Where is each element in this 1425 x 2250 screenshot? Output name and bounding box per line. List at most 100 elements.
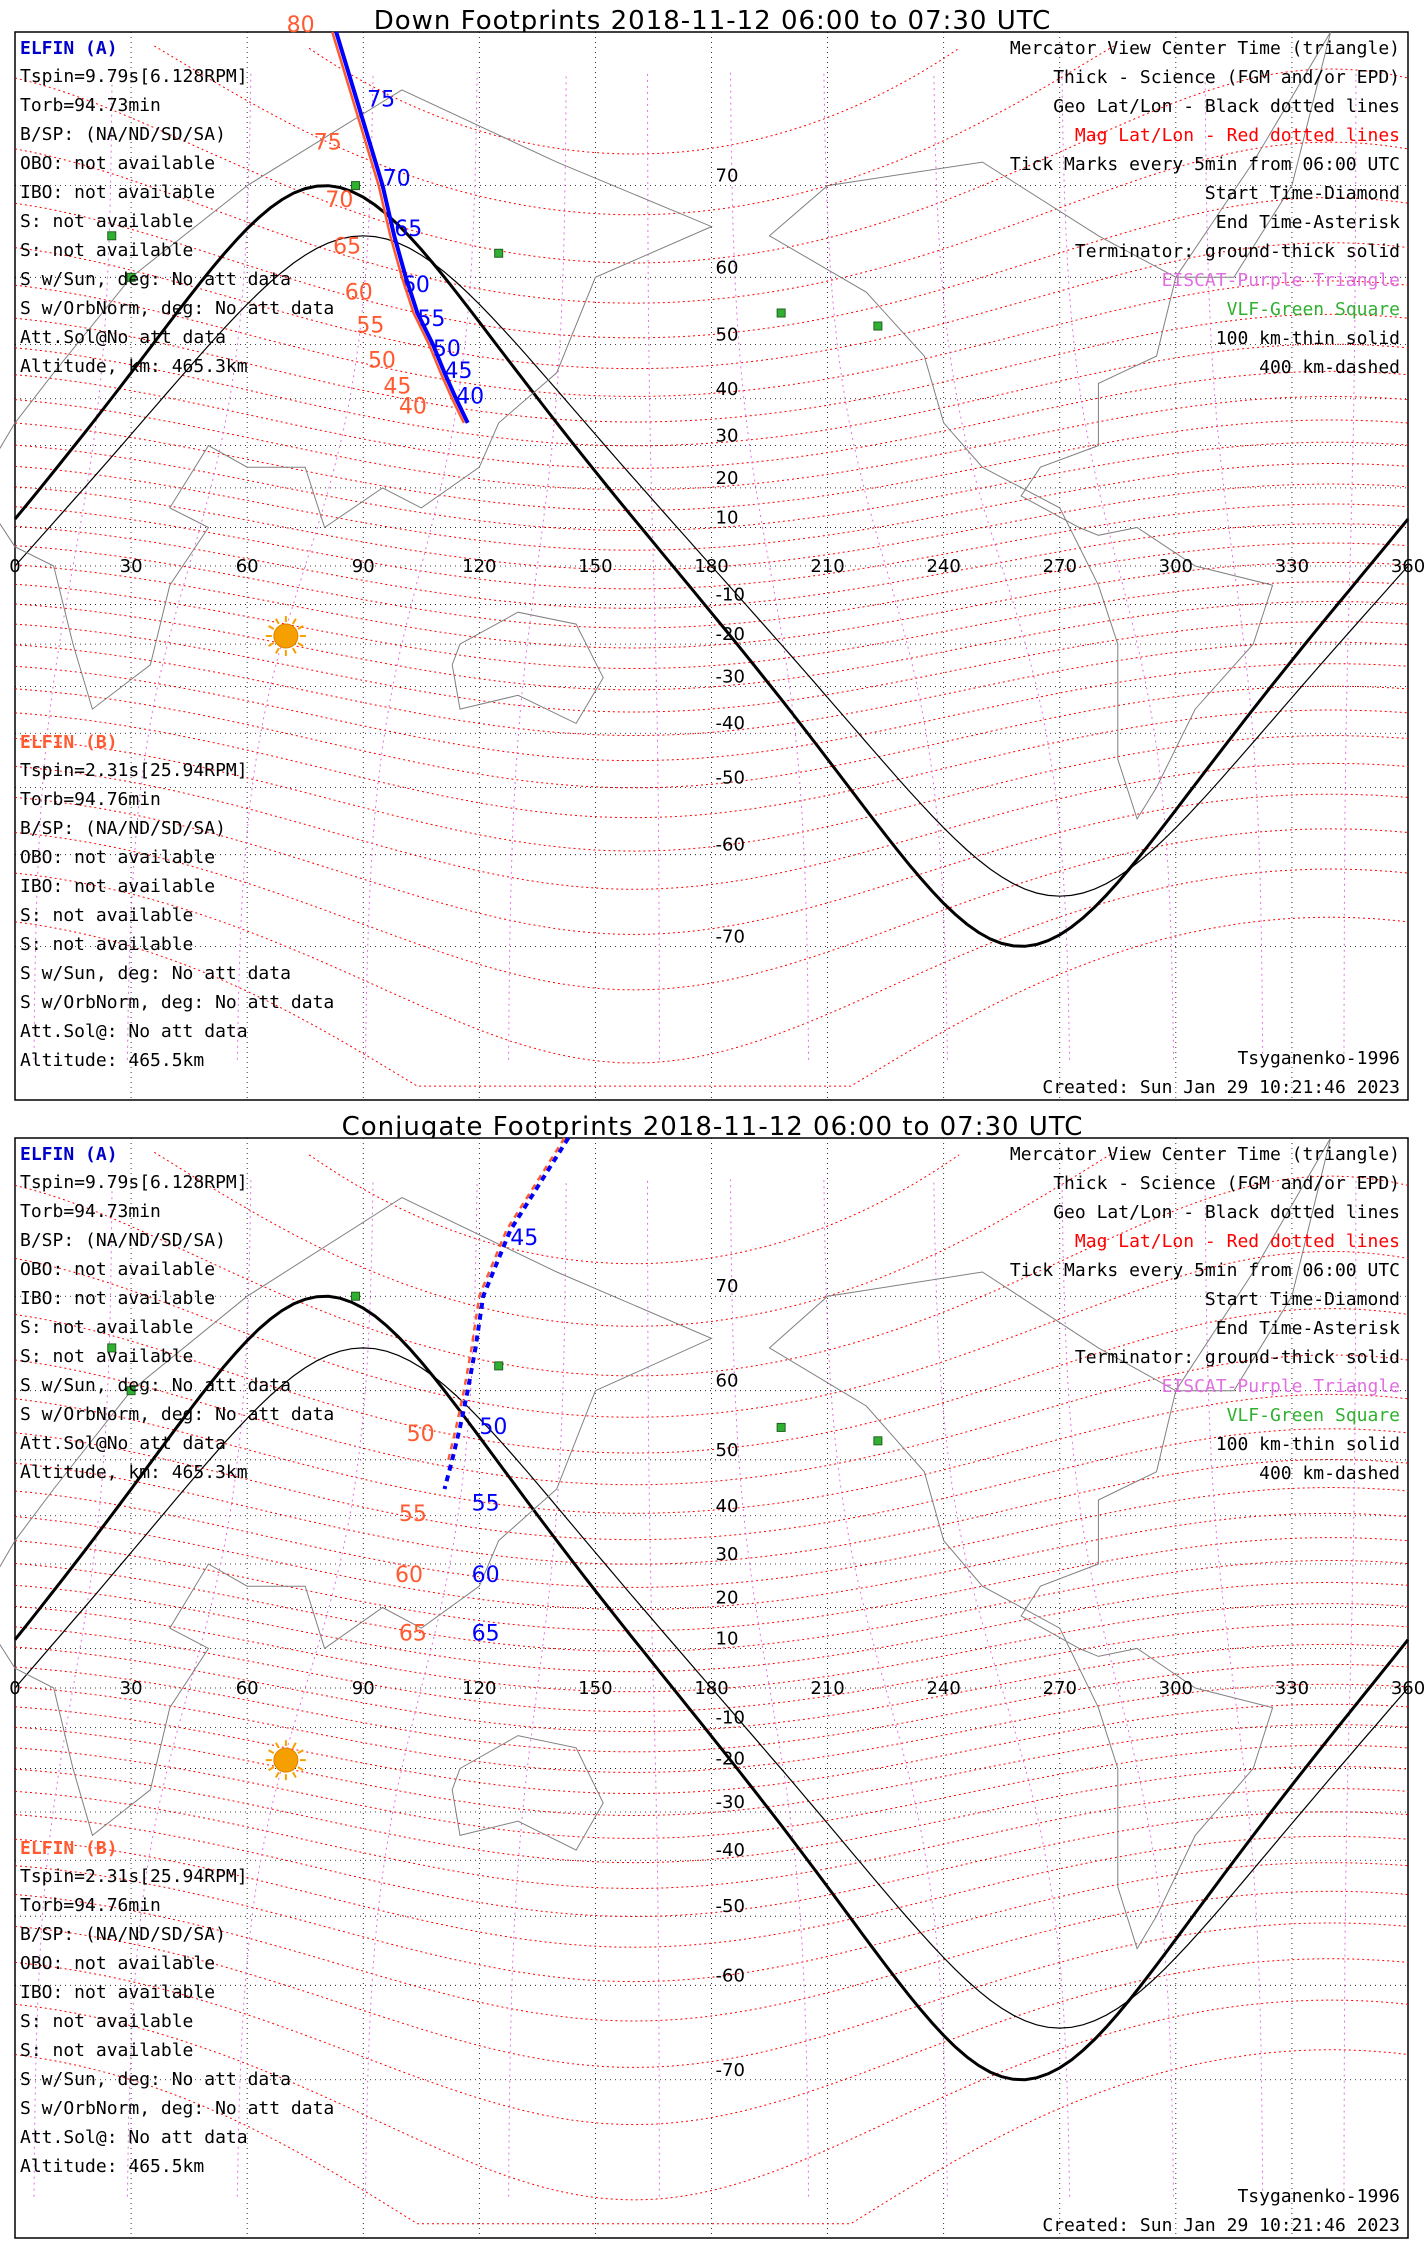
created-timestamp: Created: Sun Jan 29 10:21:46 2023 <box>1042 1077 1400 1098</box>
mag-latitude-line <box>14 762 1409 890</box>
legend-entry: 400 km-dashed <box>1259 1463 1400 1484</box>
time-tick-label: 65 <box>472 1621 500 1646</box>
mag-latitude-line <box>14 395 1409 491</box>
legend-entry: Mag Lat/Lon - Red dotted lines <box>1075 125 1400 146</box>
elfin-b-note-line: B/SP: (NA/ND/SD/SA) <box>20 818 226 839</box>
lon-tick-label: 330 <box>1275 556 1309 577</box>
lat-tick-label: -20 <box>716 1748 745 1769</box>
legend-entry: 100 km-thin solid <box>1216 1434 1400 1455</box>
elfin-a-note-line: IBO: not available <box>20 182 215 203</box>
time-tick-label: 40 <box>399 394 427 419</box>
lat-tick-label: -30 <box>716 666 745 687</box>
series-line-elfin-b <box>331 31 466 424</box>
lon-tick-label: 360 <box>1391 1678 1425 1699</box>
lon-tick-label: 240 <box>926 556 960 577</box>
lat-tick-label: 10 <box>716 1628 739 1649</box>
elfin-a-note-line: IBO: not available <box>20 1288 215 1309</box>
model-label: Tsyganenko-1996 <box>1237 2186 1400 2207</box>
mag-latitude-line <box>14 1458 1409 1565</box>
lon-tick-label: 360 <box>1391 556 1425 577</box>
elfin-a-heading: ELFIN (A) <box>20 38 118 59</box>
sun-ray <box>297 625 304 630</box>
elfin-a-note-line: Att.Sol@No att data <box>20 1433 226 1454</box>
vlf-station-square <box>107 1343 117 1353</box>
mag-meridian-line <box>823 72 948 1060</box>
mag-latitude-line <box>308 47 960 155</box>
mag-latitude-line <box>14 735 1409 852</box>
legend-entry: Mag Lat/Lon - Red dotted lines <box>1075 1231 1400 1252</box>
series-line-elfin-a <box>334 31 470 424</box>
elfin-b-heading: ELFIN (B) <box>20 732 118 753</box>
sun-ray <box>274 618 280 625</box>
coastline <box>451 611 604 725</box>
mag-latitude-line <box>14 1788 1409 1890</box>
sun-ray <box>297 642 304 647</box>
lat-tick-label: -60 <box>716 1965 745 1986</box>
lat-tick-label: -50 <box>716 1896 745 1917</box>
lon-tick-label: 240 <box>926 1678 960 1699</box>
mag-meridian-line <box>33 72 113 1060</box>
lon-tick-label: 180 <box>694 556 728 577</box>
conjugate-footprints-title: Conjugate Footprints 2018-11-12 06:00 to… <box>341 1112 1084 1142</box>
lat-tick-label: 50 <box>716 1440 739 1461</box>
lat-tick-label: 60 <box>716 257 739 278</box>
lat-tick-label: -70 <box>716 926 745 947</box>
mag-latitude-line <box>308 1154 960 1265</box>
time-tick-label: 45 <box>383 375 411 400</box>
time-tick-label: 60 <box>472 1563 500 1588</box>
legend-entry: Thick - Science (FGM and/or EPD) <box>1053 1173 1400 1194</box>
mag-meridian-line <box>508 72 567 1060</box>
mag-latitude-line <box>14 1308 1409 1454</box>
elfin-b-note-line: Torb=94.76min <box>20 789 161 810</box>
lat-tick-label: -70 <box>716 2060 745 2081</box>
sun-ray <box>291 618 297 625</box>
series-line-elfin-b <box>447 1137 566 1461</box>
vlf-station-square <box>494 1361 504 1371</box>
vlf-station-square <box>107 231 117 241</box>
time-tick-label: 60 <box>402 273 430 298</box>
mag-meridian-line <box>1204 72 1264 1060</box>
mag-latitude-line <box>14 1428 1409 1541</box>
vlf-station-square <box>873 321 883 331</box>
mag-latitude-line <box>14 1486 1409 1588</box>
sun-ray <box>291 1742 297 1749</box>
lon-tick-label: 90 <box>352 1678 375 1699</box>
mag-latitude-line <box>14 1744 1409 1839</box>
elfin-b-note-line: S: not available <box>20 2040 193 2061</box>
sun-ray <box>268 642 275 647</box>
legend-entry: Terminator: ground-thick solid <box>1075 1347 1400 1368</box>
lon-tick-label: 300 <box>1159 556 1193 577</box>
mag-meridian-line <box>126 72 252 1060</box>
sun-ray <box>274 1742 280 1749</box>
coastline <box>0 89 713 710</box>
time-tick-label: 65 <box>399 1621 427 1646</box>
time-tick-label: 55 <box>472 1492 500 1517</box>
vlf-station-square <box>873 1436 883 1446</box>
elfin-a-note-line: Altitude, km: 465.3km <box>20 1462 248 1483</box>
vlf-station-square <box>494 248 504 258</box>
terminator-ground <box>13 184 1410 948</box>
lon-tick-label: 210 <box>810 1678 844 1699</box>
legend-entry: Tick Marks every 5min from 06:00 UTC <box>1010 1260 1400 1281</box>
mag-latitude-line <box>14 663 1409 762</box>
mag-latitude-line <box>14 370 1409 469</box>
mag-meridian-line <box>236 1179 374 2197</box>
mag-latitude-line <box>14 68 1409 264</box>
elfin-a-note-line: Altitude, km: 465.3km <box>20 356 248 377</box>
lat-tick-label: -30 <box>716 1792 745 1813</box>
vlf-station-square <box>351 181 361 191</box>
time-tick-label: 80 <box>287 13 315 38</box>
elfin-b-note-line: B/SP: (NA/ND/SD/SA) <box>20 1924 226 1945</box>
legend-entry: VLF-Green Square <box>1227 1405 1400 1426</box>
elfin-b-note-line: Att.Sol@: No att data <box>20 2127 248 2148</box>
legend-entry: Start Time-Diamond <box>1205 183 1400 204</box>
time-tick-label: 45 <box>445 359 473 384</box>
sun-ray <box>291 1771 297 1778</box>
chart-panel-1: 0 30 60 90 120 150 180 210 240 270 300 330 360 70 60 50… <box>0 13 1425 1101</box>
elfin-b-note-line: S: not available <box>20 2011 193 2032</box>
mag-latitude-line <box>14 1175 1409 1377</box>
elfin-a-note-line: B/SP: (NA/ND/SD/SA) <box>20 1230 226 1251</box>
mag-latitude-line <box>14 1890 1409 2022</box>
lon-tick-label: 120 <box>462 556 496 577</box>
